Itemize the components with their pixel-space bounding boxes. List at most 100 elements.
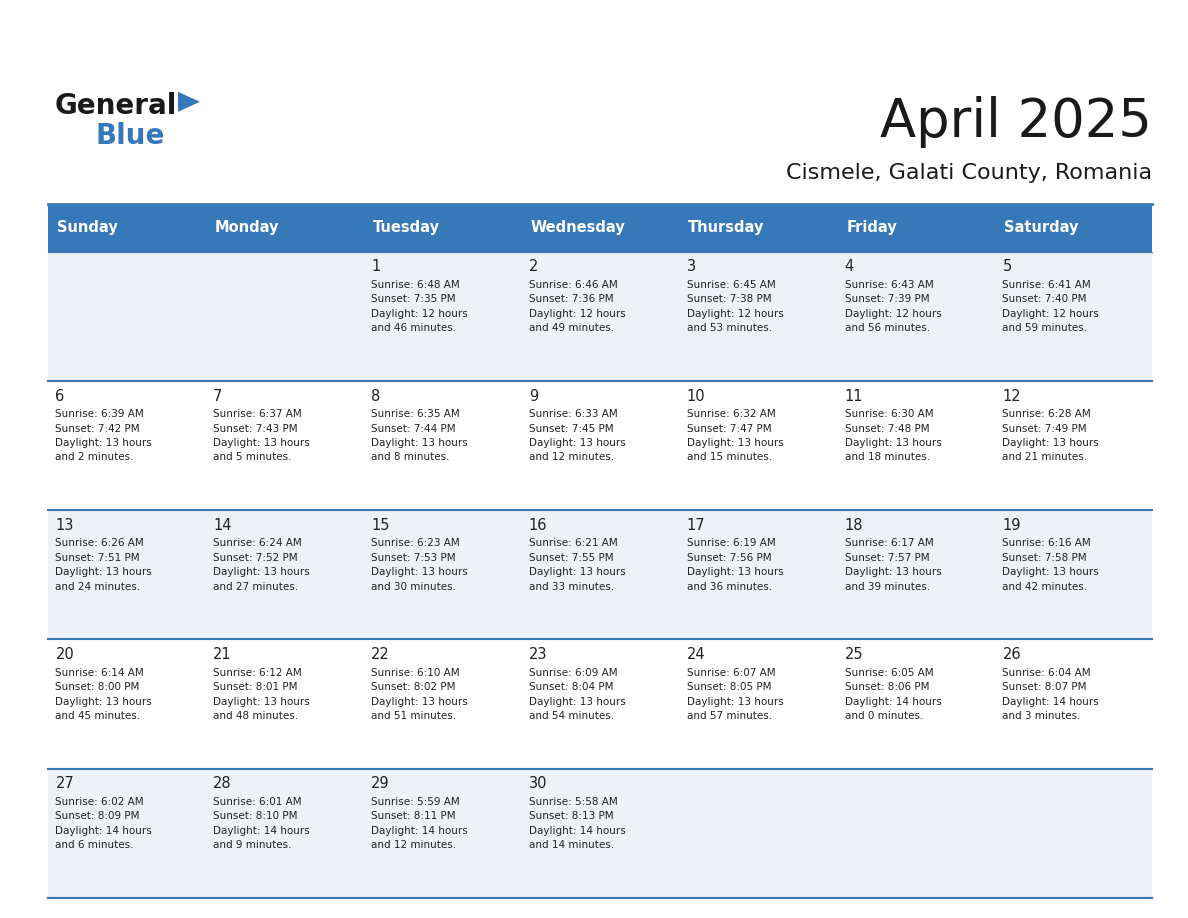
Text: 12: 12 bbox=[1003, 388, 1020, 404]
Bar bbox=[48, 381, 206, 510]
Text: Sunrise: 6:33 AM
Sunset: 7:45 PM
Daylight: 13 hours
and 12 minutes.: Sunrise: 6:33 AM Sunset: 7:45 PM Dayligh… bbox=[529, 409, 626, 463]
Text: Sunrise: 6:04 AM
Sunset: 8:07 PM
Daylight: 14 hours
and 3 minutes.: Sunrise: 6:04 AM Sunset: 8:07 PM Dayligh… bbox=[1003, 667, 1099, 721]
Bar bbox=[522, 381, 678, 510]
Text: 10: 10 bbox=[687, 388, 706, 404]
Text: Thursday: Thursday bbox=[688, 220, 765, 235]
Text: 8: 8 bbox=[371, 388, 380, 404]
Text: Sunrise: 6:09 AM
Sunset: 8:04 PM
Daylight: 13 hours
and 54 minutes.: Sunrise: 6:09 AM Sunset: 8:04 PM Dayligh… bbox=[529, 667, 626, 721]
Bar bbox=[836, 639, 994, 768]
Bar bbox=[364, 252, 522, 381]
Text: 3: 3 bbox=[687, 259, 696, 274]
Bar bbox=[836, 768, 994, 898]
Bar bbox=[48, 252, 206, 381]
Text: 7: 7 bbox=[213, 388, 222, 404]
Text: 22: 22 bbox=[371, 647, 390, 662]
Bar bbox=[522, 252, 678, 381]
Text: Sunrise: 6:10 AM
Sunset: 8:02 PM
Daylight: 13 hours
and 51 minutes.: Sunrise: 6:10 AM Sunset: 8:02 PM Dayligh… bbox=[371, 667, 468, 721]
Text: Sunrise: 6:37 AM
Sunset: 7:43 PM
Daylight: 13 hours
and 5 minutes.: Sunrise: 6:37 AM Sunset: 7:43 PM Dayligh… bbox=[213, 409, 310, 463]
Text: Sunrise: 5:58 AM
Sunset: 8:13 PM
Daylight: 14 hours
and 14 minutes.: Sunrise: 5:58 AM Sunset: 8:13 PM Dayligh… bbox=[529, 797, 626, 850]
Text: Sunrise: 6:19 AM
Sunset: 7:56 PM
Daylight: 13 hours
and 36 minutes.: Sunrise: 6:19 AM Sunset: 7:56 PM Dayligh… bbox=[687, 539, 784, 592]
Bar bbox=[48, 639, 206, 768]
Bar bbox=[206, 639, 364, 768]
Text: Monday: Monday bbox=[215, 220, 279, 235]
Text: 11: 11 bbox=[845, 388, 864, 404]
Text: Sunrise: 6:05 AM
Sunset: 8:06 PM
Daylight: 14 hours
and 0 minutes.: Sunrise: 6:05 AM Sunset: 8:06 PM Dayligh… bbox=[845, 667, 941, 721]
Text: Sunrise: 6:12 AM
Sunset: 8:01 PM
Daylight: 13 hours
and 48 minutes.: Sunrise: 6:12 AM Sunset: 8:01 PM Dayligh… bbox=[213, 667, 310, 721]
Text: Friday: Friday bbox=[846, 220, 897, 235]
Bar bbox=[206, 510, 364, 639]
Bar bbox=[206, 204, 364, 252]
Bar bbox=[206, 252, 364, 381]
Text: Sunrise: 6:28 AM
Sunset: 7:49 PM
Daylight: 13 hours
and 21 minutes.: Sunrise: 6:28 AM Sunset: 7:49 PM Dayligh… bbox=[1003, 409, 1099, 463]
Bar bbox=[994, 768, 1152, 898]
Bar bbox=[364, 510, 522, 639]
Bar bbox=[48, 768, 206, 898]
Text: 6: 6 bbox=[56, 388, 64, 404]
Text: General: General bbox=[55, 92, 177, 120]
Bar bbox=[678, 639, 836, 768]
Bar bbox=[678, 204, 836, 252]
Text: 18: 18 bbox=[845, 518, 864, 532]
Text: Sunrise: 6:39 AM
Sunset: 7:42 PM
Daylight: 13 hours
and 2 minutes.: Sunrise: 6:39 AM Sunset: 7:42 PM Dayligh… bbox=[56, 409, 152, 463]
Text: 29: 29 bbox=[371, 777, 390, 791]
Text: 5: 5 bbox=[1003, 259, 1012, 274]
Bar bbox=[364, 204, 522, 252]
Text: Sunrise: 6:41 AM
Sunset: 7:40 PM
Daylight: 12 hours
and 59 minutes.: Sunrise: 6:41 AM Sunset: 7:40 PM Dayligh… bbox=[1003, 280, 1099, 333]
Text: Sunrise: 6:24 AM
Sunset: 7:52 PM
Daylight: 13 hours
and 27 minutes.: Sunrise: 6:24 AM Sunset: 7:52 PM Dayligh… bbox=[213, 539, 310, 592]
Bar bbox=[994, 381, 1152, 510]
Text: April 2025: April 2025 bbox=[880, 96, 1152, 149]
Text: Sunrise: 6:48 AM
Sunset: 7:35 PM
Daylight: 12 hours
and 46 minutes.: Sunrise: 6:48 AM Sunset: 7:35 PM Dayligh… bbox=[371, 280, 468, 333]
Text: 26: 26 bbox=[1003, 647, 1020, 662]
Bar bbox=[994, 639, 1152, 768]
Text: Sunrise: 6:07 AM
Sunset: 8:05 PM
Daylight: 13 hours
and 57 minutes.: Sunrise: 6:07 AM Sunset: 8:05 PM Dayligh… bbox=[687, 667, 784, 721]
Text: Sunrise: 6:35 AM
Sunset: 7:44 PM
Daylight: 13 hours
and 8 minutes.: Sunrise: 6:35 AM Sunset: 7:44 PM Dayligh… bbox=[371, 409, 468, 463]
Text: Wednesday: Wednesday bbox=[531, 220, 625, 235]
Bar bbox=[206, 381, 364, 510]
Text: 4: 4 bbox=[845, 259, 854, 274]
Text: 16: 16 bbox=[529, 518, 548, 532]
Bar bbox=[364, 768, 522, 898]
Text: Sunrise: 6:26 AM
Sunset: 7:51 PM
Daylight: 13 hours
and 24 minutes.: Sunrise: 6:26 AM Sunset: 7:51 PM Dayligh… bbox=[56, 539, 152, 592]
Text: 30: 30 bbox=[529, 777, 548, 791]
Text: Sunrise: 6:32 AM
Sunset: 7:47 PM
Daylight: 13 hours
and 15 minutes.: Sunrise: 6:32 AM Sunset: 7:47 PM Dayligh… bbox=[687, 409, 784, 463]
Text: 9: 9 bbox=[529, 388, 538, 404]
Text: Sunrise: 6:45 AM
Sunset: 7:38 PM
Daylight: 12 hours
and 53 minutes.: Sunrise: 6:45 AM Sunset: 7:38 PM Dayligh… bbox=[687, 280, 784, 333]
Bar bbox=[522, 639, 678, 768]
Text: Sunrise: 6:14 AM
Sunset: 8:00 PM
Daylight: 13 hours
and 45 minutes.: Sunrise: 6:14 AM Sunset: 8:00 PM Dayligh… bbox=[56, 667, 152, 721]
Text: Sunrise: 6:43 AM
Sunset: 7:39 PM
Daylight: 12 hours
and 56 minutes.: Sunrise: 6:43 AM Sunset: 7:39 PM Dayligh… bbox=[845, 280, 941, 333]
Text: Sunrise: 6:46 AM
Sunset: 7:36 PM
Daylight: 12 hours
and 49 minutes.: Sunrise: 6:46 AM Sunset: 7:36 PM Dayligh… bbox=[529, 280, 626, 333]
Text: Sunrise: 6:30 AM
Sunset: 7:48 PM
Daylight: 13 hours
and 18 minutes.: Sunrise: 6:30 AM Sunset: 7:48 PM Dayligh… bbox=[845, 409, 941, 463]
Bar bbox=[48, 204, 206, 252]
Bar bbox=[678, 768, 836, 898]
Text: Sunrise: 6:23 AM
Sunset: 7:53 PM
Daylight: 13 hours
and 30 minutes.: Sunrise: 6:23 AM Sunset: 7:53 PM Dayligh… bbox=[371, 539, 468, 592]
Text: 17: 17 bbox=[687, 518, 706, 532]
Text: Sunrise: 6:01 AM
Sunset: 8:10 PM
Daylight: 14 hours
and 9 minutes.: Sunrise: 6:01 AM Sunset: 8:10 PM Dayligh… bbox=[213, 797, 310, 850]
Text: 19: 19 bbox=[1003, 518, 1020, 532]
Bar bbox=[994, 252, 1152, 381]
Bar bbox=[48, 510, 206, 639]
Bar bbox=[678, 510, 836, 639]
Text: Tuesday: Tuesday bbox=[373, 220, 440, 235]
Text: 15: 15 bbox=[371, 518, 390, 532]
Bar bbox=[836, 510, 994, 639]
Bar bbox=[522, 768, 678, 898]
Text: Sunrise: 6:21 AM
Sunset: 7:55 PM
Daylight: 13 hours
and 33 minutes.: Sunrise: 6:21 AM Sunset: 7:55 PM Dayligh… bbox=[529, 539, 626, 592]
Text: 27: 27 bbox=[56, 777, 74, 791]
Bar bbox=[678, 381, 836, 510]
Text: 13: 13 bbox=[56, 518, 74, 532]
Bar bbox=[364, 381, 522, 510]
Text: 14: 14 bbox=[213, 518, 232, 532]
Bar bbox=[522, 204, 678, 252]
Text: 20: 20 bbox=[56, 647, 74, 662]
Text: 2: 2 bbox=[529, 259, 538, 274]
Bar bbox=[994, 510, 1152, 639]
Text: Saturday: Saturday bbox=[1004, 220, 1079, 235]
Text: Sunday: Sunday bbox=[57, 220, 118, 235]
Bar bbox=[836, 204, 994, 252]
Bar bbox=[206, 768, 364, 898]
Bar bbox=[836, 252, 994, 381]
Text: 1: 1 bbox=[371, 259, 380, 274]
Text: Sunrise: 6:02 AM
Sunset: 8:09 PM
Daylight: 14 hours
and 6 minutes.: Sunrise: 6:02 AM Sunset: 8:09 PM Dayligh… bbox=[56, 797, 152, 850]
Polygon shape bbox=[178, 92, 200, 112]
Bar bbox=[522, 510, 678, 639]
